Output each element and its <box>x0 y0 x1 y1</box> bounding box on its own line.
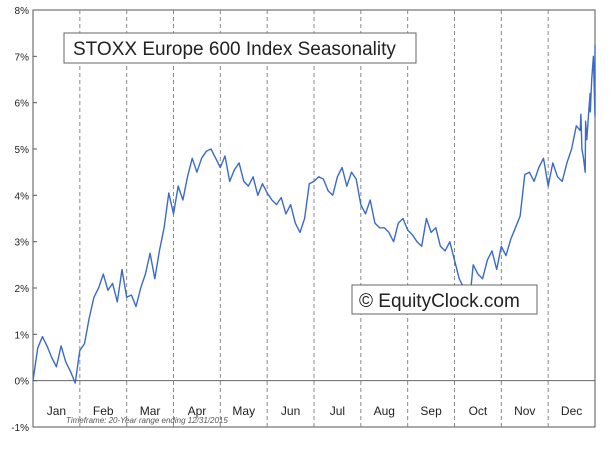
x-tick-label: Mar <box>140 404 161 418</box>
y-tick-label: 3% <box>15 238 30 249</box>
y-tick-label: 5% <box>15 145 30 156</box>
watermark-box: © EquityClock.com <box>351 284 538 315</box>
x-tick-label: Aug <box>374 404 395 418</box>
line-layer <box>32 44 596 384</box>
y-tick-label: 7% <box>15 52 30 63</box>
x-tick-label: Feb <box>93 404 114 418</box>
x-tick-label: Jan <box>47 404 66 418</box>
y-tick-label: 6% <box>15 99 30 110</box>
x-tick-label: Sep <box>420 404 442 418</box>
y-tick-label: 0% <box>15 377 30 388</box>
y-tick-label: -1% <box>11 423 29 434</box>
timeframe-footnote: Timeframe: 20-Year range ending 12/31/20… <box>66 416 228 425</box>
grid-layer <box>33 10 595 427</box>
chart-title: STOXX Europe 600 Index Seasonality <box>73 39 396 60</box>
x-tick-label: Nov <box>514 404 535 418</box>
y-tick-label: 8% <box>15 6 30 17</box>
x-tick-label: May <box>232 404 255 418</box>
x-tick-label: Oct <box>469 404 488 418</box>
seasonality-line <box>32 44 596 384</box>
watermark-text: © EquityClock.com <box>359 291 520 312</box>
x-tick-label: Dec <box>561 404 582 418</box>
tick-layer: -1% 0% 1% 2% 3% 4% 5% 6% 7% 8% Jan Feb Mar Apr May Jun J… <box>11 6 582 434</box>
chart-title-box: STOXX Europe 600 Index Seasonality <box>63 32 417 64</box>
y-tick-label: 2% <box>15 284 30 295</box>
x-tick-label: Jun <box>281 404 300 418</box>
y-tick-label: 4% <box>15 191 30 202</box>
y-tick-label: 1% <box>15 330 30 341</box>
plot-frame <box>32 9 596 428</box>
x-tick-label: Apr <box>188 404 207 418</box>
x-tick-label: Jul <box>330 404 345 418</box>
